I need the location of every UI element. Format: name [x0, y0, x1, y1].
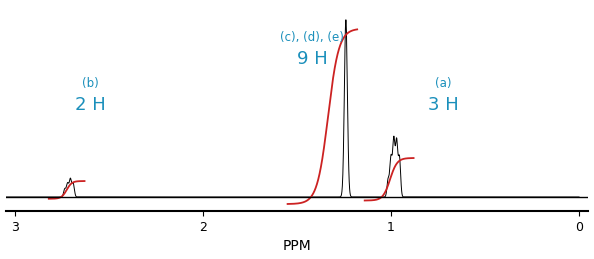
Text: 2 H: 2 H [75, 96, 106, 114]
Text: (b): (b) [82, 77, 99, 90]
Text: (c), (d), (e): (c), (d), (e) [280, 31, 344, 44]
X-axis label: PPM: PPM [283, 239, 311, 254]
Text: (a): (a) [435, 77, 452, 90]
Text: 3 H: 3 H [428, 96, 459, 114]
Text: 9 H: 9 H [296, 50, 327, 68]
